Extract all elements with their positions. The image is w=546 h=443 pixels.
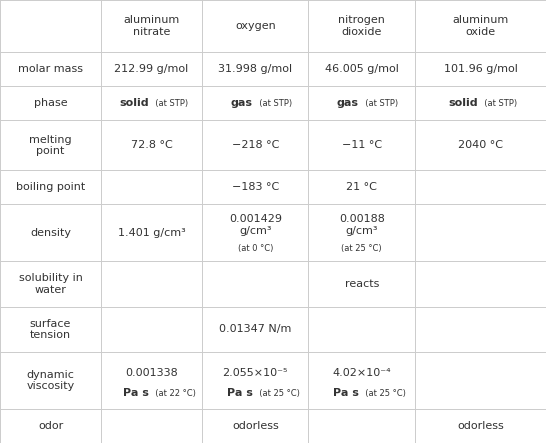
Text: 2040 °C: 2040 °C bbox=[458, 140, 503, 150]
Text: 212.99 g/mol: 212.99 g/mol bbox=[115, 64, 188, 74]
Text: 0.00188
g/cm³: 0.00188 g/cm³ bbox=[339, 214, 385, 236]
Text: oxygen: oxygen bbox=[235, 21, 276, 31]
Text: Pa s: Pa s bbox=[123, 388, 149, 398]
Text: odorless: odorless bbox=[457, 421, 504, 431]
Text: 1.401 g/cm³: 1.401 g/cm³ bbox=[117, 228, 186, 238]
Text: odor: odor bbox=[38, 421, 63, 431]
Text: solid: solid bbox=[448, 98, 478, 109]
Text: boiling point: boiling point bbox=[16, 183, 85, 192]
Text: 0.01347 N/m: 0.01347 N/m bbox=[219, 324, 292, 334]
Text: 21 °C: 21 °C bbox=[346, 183, 377, 192]
Text: (at STP): (at STP) bbox=[150, 99, 188, 108]
Text: (at 22 °C): (at 22 °C) bbox=[150, 389, 196, 397]
Text: (at 25 °C): (at 25 °C) bbox=[341, 244, 382, 253]
Text: nitrogen
dioxide: nitrogen dioxide bbox=[339, 16, 385, 37]
Text: 4.02×10⁻⁴: 4.02×10⁻⁴ bbox=[333, 368, 391, 377]
Text: 0.001338: 0.001338 bbox=[125, 368, 178, 377]
Text: 31.998 g/mol: 31.998 g/mol bbox=[218, 64, 292, 74]
Text: 101.96 g/mol: 101.96 g/mol bbox=[443, 64, 518, 74]
Text: (at 0 °C): (at 0 °C) bbox=[238, 244, 273, 253]
Text: −183 °C: −183 °C bbox=[232, 183, 279, 192]
Text: (at STP): (at STP) bbox=[253, 99, 292, 108]
Text: reacts: reacts bbox=[345, 279, 379, 289]
Text: 46.005 g/mol: 46.005 g/mol bbox=[325, 64, 399, 74]
Text: (at 25 °C): (at 25 °C) bbox=[360, 389, 406, 397]
Text: dynamic
viscosity: dynamic viscosity bbox=[26, 370, 75, 391]
Text: (at STP): (at STP) bbox=[479, 99, 517, 108]
Text: solubility in
water: solubility in water bbox=[19, 273, 82, 295]
Text: odorless: odorless bbox=[232, 421, 278, 431]
Text: gas: gas bbox=[337, 98, 359, 109]
Text: density: density bbox=[30, 228, 71, 238]
Text: molar mass: molar mass bbox=[18, 64, 83, 74]
Text: (at 25 °C): (at 25 °C) bbox=[253, 389, 300, 397]
Text: phase: phase bbox=[34, 98, 67, 109]
Text: gas: gas bbox=[230, 98, 252, 109]
Text: −11 °C: −11 °C bbox=[342, 140, 382, 150]
Text: 0.001429
g/cm³: 0.001429 g/cm³ bbox=[229, 214, 282, 236]
Text: aluminum
nitrate: aluminum nitrate bbox=[123, 16, 180, 37]
Text: 72.8 °C: 72.8 °C bbox=[130, 140, 173, 150]
Text: solid: solid bbox=[119, 98, 149, 109]
Text: aluminum
oxide: aluminum oxide bbox=[452, 16, 509, 37]
Text: Pa s: Pa s bbox=[227, 388, 252, 398]
Text: melting
point: melting point bbox=[29, 135, 72, 156]
Text: Pa s: Pa s bbox=[333, 388, 359, 398]
Text: −218 °C: −218 °C bbox=[232, 140, 279, 150]
Text: 2.055×10⁻⁵: 2.055×10⁻⁵ bbox=[223, 368, 288, 377]
Text: (at STP): (at STP) bbox=[360, 99, 398, 108]
Text: surface
tension: surface tension bbox=[30, 319, 71, 340]
